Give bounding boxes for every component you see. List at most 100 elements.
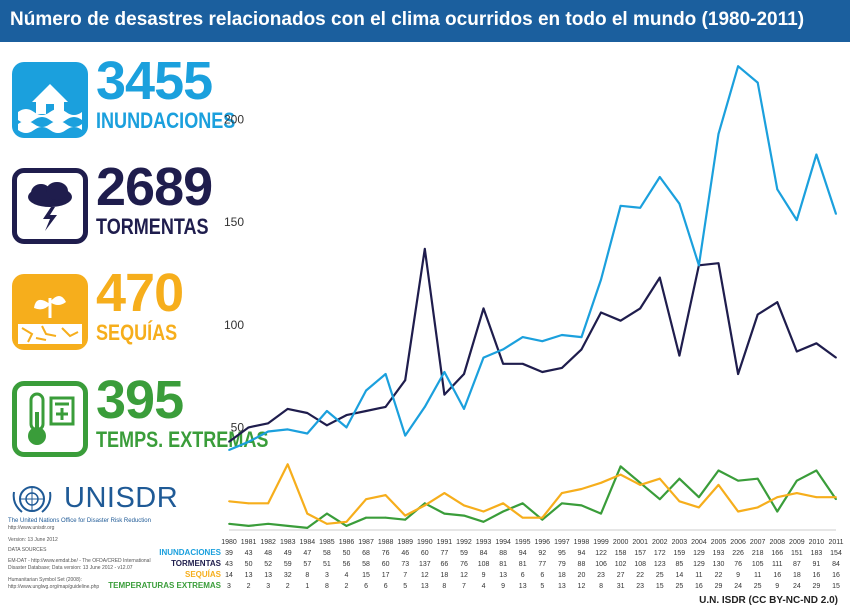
data-point (600, 311, 602, 314)
data-point (423, 504, 426, 507)
data-point (698, 506, 700, 509)
table-cell: 77 (440, 550, 448, 557)
table-cell: 13 (264, 572, 272, 579)
data-point (678, 354, 681, 357)
table-cell: 9 (775, 583, 779, 590)
table-cell: 68 (362, 550, 370, 557)
meta-version: Version: 13 June 2012 (8, 537, 58, 543)
table-cell: 29 (813, 583, 821, 590)
stat-number: 470 (96, 263, 184, 323)
data-point (404, 514, 407, 517)
un-emblem-icon (12, 486, 52, 513)
table-cell: 22 (636, 572, 644, 579)
table-cell: 84 (832, 561, 840, 568)
table-cell: 59 (284, 561, 292, 568)
table-cell: 226 (732, 550, 744, 557)
data-point (463, 408, 465, 410)
data-point (267, 430, 270, 433)
table-cell: 158 (615, 550, 627, 557)
table-cell: 12 (421, 572, 429, 579)
data-point (306, 512, 309, 515)
data-point (423, 502, 426, 505)
data-point (658, 276, 661, 279)
table-cell: 9 (736, 572, 740, 579)
data-point (560, 492, 563, 494)
data-point (698, 264, 700, 267)
x-tick-label: 1982 (260, 539, 276, 546)
data-point (835, 356, 837, 359)
x-tick-label: 2002 (652, 539, 668, 546)
y-tick-label: 150 (224, 215, 244, 229)
data-point (463, 373, 465, 375)
table-cell: 85 (675, 561, 683, 568)
data-point (717, 483, 720, 486)
data-point (541, 516, 544, 519)
data-point (776, 496, 779, 499)
table-cell: 16 (813, 572, 821, 579)
data-point (521, 502, 524, 505)
table-cell: 23 (597, 572, 605, 579)
data-point (600, 481, 602, 484)
data-point (384, 516, 387, 519)
data-point (482, 510, 485, 513)
meta-source: http://www.unglwg.org/map/guideline.php (8, 584, 100, 590)
x-tick-label: 1981 (241, 539, 257, 546)
table-cell: 76 (734, 561, 742, 568)
data-point (345, 520, 348, 523)
table-cell: 16 (832, 572, 840, 579)
table-cell: 6 (384, 583, 388, 590)
table-cell: 59 (460, 550, 468, 557)
table-cell: 4 (482, 583, 486, 590)
page-title: Número de desastres relacionados con el … (10, 9, 805, 30)
table-cell: 2 (247, 583, 251, 590)
stat-number: 3455 (96, 51, 213, 111)
data-point (502, 348, 505, 351)
table-cell: 18 (440, 572, 448, 579)
data-point (756, 81, 759, 84)
data-point (541, 518, 544, 521)
data-point (482, 520, 485, 523)
data-point (639, 481, 642, 484)
x-tick-label: 1986 (339, 539, 355, 546)
table-cell: 8 (442, 583, 446, 590)
data-point (286, 524, 289, 527)
table-cell: 49 (284, 550, 292, 557)
table-cell: 18 (793, 572, 801, 579)
data-point (482, 307, 485, 310)
table-cell: 24 (793, 583, 801, 590)
x-tick-label: 2005 (711, 539, 727, 546)
data-point (756, 313, 759, 316)
table-cell: 11 (695, 572, 702, 579)
x-tick-label: 2000 (613, 539, 629, 546)
data-point (521, 362, 524, 365)
x-tick-label: 1987 (358, 539, 374, 546)
table-cell: 2 (345, 583, 349, 590)
meta-source: EM-DAT - http://www.emdat.be/ - The OFDA… (8, 558, 151, 564)
table-cell: 111 (772, 561, 783, 568)
data-point (580, 504, 583, 507)
table-cell: 6 (521, 572, 525, 579)
data-point (326, 410, 328, 412)
stat-label: SEQUÍAS (96, 320, 178, 345)
unisdr-subtitle: The United Nations Office for Disaster R… (8, 518, 151, 524)
data-point (365, 498, 367, 501)
table-row-label: SEQUÍAS (185, 570, 222, 579)
data-point (737, 373, 739, 375)
data-point (365, 410, 367, 412)
table-cell: 5 (540, 583, 544, 590)
table-cell: 130 (713, 561, 725, 568)
data-point (326, 512, 328, 515)
data-point (247, 426, 250, 429)
data-point (639, 206, 642, 209)
table-cell: 76 (382, 550, 390, 557)
table-cell: 58 (323, 550, 331, 557)
table-cell: 20 (578, 572, 586, 579)
table-cell: 27 (617, 572, 625, 579)
data-point (404, 518, 407, 521)
x-tick-label: 1983 (280, 539, 296, 546)
table-cell: 123 (654, 561, 666, 568)
table-cell: 183 (811, 550, 823, 557)
table-cell: 102 (615, 561, 627, 568)
data-point (247, 440, 250, 443)
x-tick-label: 2011 (828, 539, 843, 546)
